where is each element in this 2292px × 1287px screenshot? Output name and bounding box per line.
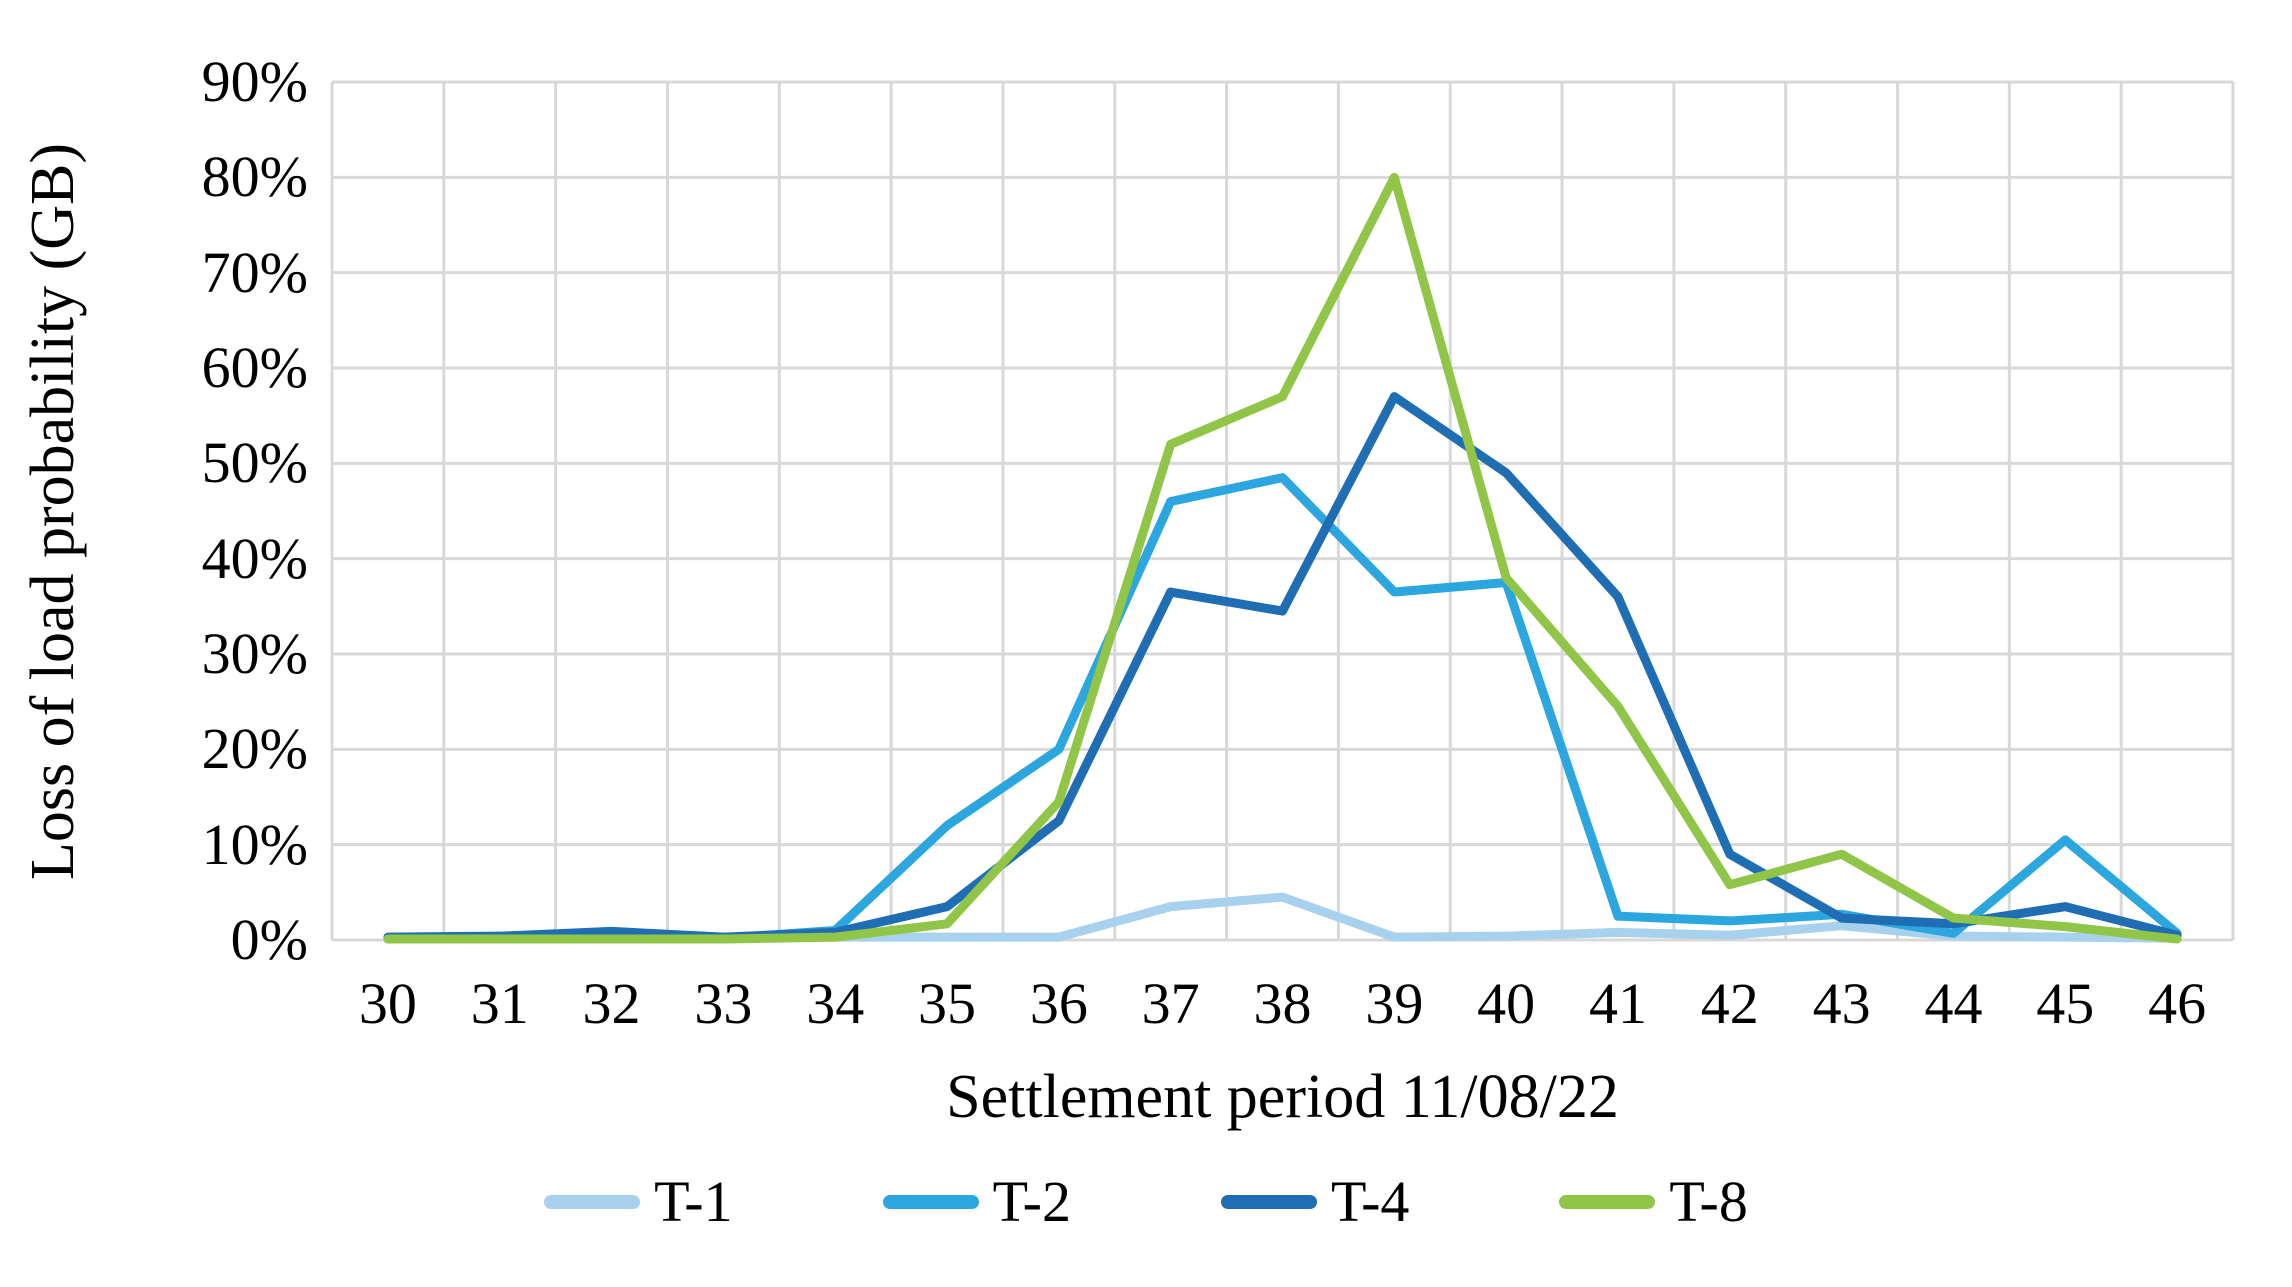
- legend-swatch-T-4: [1221, 1194, 1317, 1209]
- y-axis-tick-label: 40%: [201, 525, 308, 591]
- y-axis-title: Loss of load probability (GB): [19, 142, 87, 880]
- x-axis-tick-label: 39: [1365, 971, 1424, 1036]
- series-line-T-2: [383, 473, 2182, 943]
- series-line-T-8: [383, 172, 2182, 944]
- x-axis-title: Settlement period 11/08/22: [946, 1063, 1619, 1131]
- legend-item-T-1: T-1: [544, 1168, 733, 1235]
- x-axis-tick-label: 37: [1141, 971, 1200, 1036]
- legend: T-1 T-2 T-4 T-8: [0, 1168, 2292, 1235]
- legend-label: T-1: [654, 1169, 733, 1234]
- legend-swatch-T-1: [544, 1194, 641, 1209]
- x-axis-tick-label: 44: [1924, 971, 1983, 1036]
- legend-label: T-4: [1331, 1169, 1410, 1234]
- x-axis-tick-label: 36: [1029, 971, 1088, 1036]
- legend-swatch-T-8: [1559, 1194, 1656, 1209]
- x-axis-tick-label: 43: [1812, 971, 1871, 1036]
- x-axis-tick-label: 31: [470, 971, 529, 1036]
- y-axis-tick-label: 20%: [201, 716, 308, 782]
- x-axis-tick-label: 45: [2036, 971, 2095, 1036]
- y-axis-tick-label: 10%: [201, 811, 308, 877]
- legend-label: T-2: [992, 1169, 1071, 1234]
- x-axis-tick-label: 33: [694, 971, 753, 1036]
- y-axis-tick-label: 60%: [201, 335, 308, 400]
- x-axis-tick-label: 35: [918, 971, 977, 1036]
- x-axis-tick-label: 30: [358, 971, 417, 1036]
- x-axis-tick-label: 32: [582, 971, 641, 1036]
- legend-label: T-8: [1669, 1169, 1748, 1234]
- legend-item-T-4: T-4: [1221, 1168, 1409, 1235]
- x-axis-tick-label: 42: [1700, 971, 1759, 1036]
- x-axis-tick-label: 41: [1588, 971, 1647, 1036]
- y-axis-tick-label: 30%: [201, 621, 308, 686]
- x-axis-tick-label: 34: [806, 971, 865, 1036]
- x-axis-tick-label: 40: [1477, 971, 1536, 1036]
- legend-swatch-T-2: [882, 1194, 979, 1209]
- y-axis-tick-label: 80%: [201, 144, 308, 210]
- y-axis-tick-label: 0%: [230, 907, 308, 972]
- legend-item-T-8: T-8: [1559, 1168, 1748, 1235]
- legend-item-T-2: T-2: [882, 1168, 1071, 1235]
- y-axis-tick-label: 70%: [201, 239, 308, 305]
- y-axis-tick-label: 50%: [201, 430, 308, 496]
- y-axis-tick-label: 90%: [201, 49, 308, 114]
- x-axis-tick-label: 38: [1253, 971, 1312, 1036]
- x-axis-tick-label: 46: [2148, 971, 2207, 1036]
